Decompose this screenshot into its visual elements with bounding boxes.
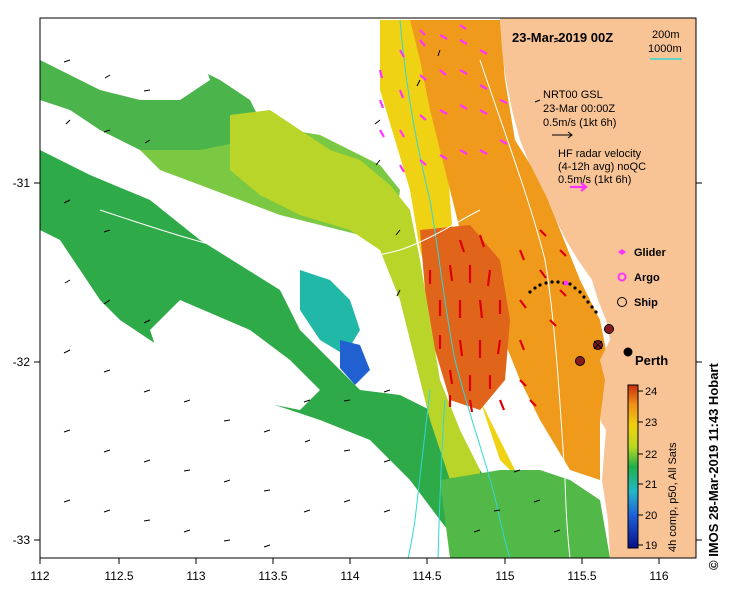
colorbar-label: 4h comp, p50, All Sats (667, 442, 679, 552)
x-tick-label: 112 (30, 569, 49, 583)
bathymetry-contours (99, 19, 571, 559)
gsl-scale-arrow (552, 131, 573, 139)
map-title: 23-Mar-2019 00Z (512, 30, 613, 45)
y-tick-label: -31 (13, 176, 31, 190)
perth-marker (623, 347, 633, 357)
hf-line3: 0.5m/s (1kt 6h) (558, 174, 631, 186)
argo-legend-icon (617, 272, 627, 282)
drifting-current-arrows (428, 229, 567, 413)
hf-radar-arrows (378, 24, 508, 173)
colorbar-tick-label: 20 (645, 510, 657, 522)
sst-band-cyan (300, 270, 360, 355)
white-contour (99, 209, 481, 263)
isobath-1000m-b (437, 399, 446, 559)
sst-band-yellowgreen (230, 110, 480, 500)
sst-warm-core (420, 225, 510, 410)
colorbar-tick-label: 19 (645, 540, 657, 552)
x-tick-label: 114 (340, 569, 359, 583)
isobath-1000m-label: 1000m (648, 43, 682, 55)
isobath-200m (399, 19, 511, 559)
argo-legend-label: Argo (634, 272, 660, 284)
perth-label: Perth (635, 353, 668, 368)
glider-legend-icon (618, 249, 626, 255)
ship-legend-icon (617, 297, 627, 307)
x-axis-ticks (39, 558, 660, 564)
x-tick-label: 116 (649, 569, 668, 583)
glider-marker (563, 280, 569, 286)
imos-credit: © IMOS 28-Mar-2019 11:43 Hobart (706, 363, 721, 570)
y-tick-label: -32 (13, 355, 31, 369)
gsl-line1: NRT00 GSL (543, 89, 603, 101)
sst-band-orange (410, 20, 608, 480)
gsl-line2: 23-Mar 00:00Z (543, 103, 615, 115)
ship-markers (575, 324, 633, 366)
x-tick-label: 114.5 (412, 569, 441, 583)
white-contour-2 (479, 59, 571, 559)
sst-field (40, 20, 610, 558)
colorbar (627, 384, 639, 549)
y-tick-label: -33 (13, 533, 31, 547)
colorbar-tick-label: 23 (645, 417, 657, 429)
x-tick-label: 115.5 (567, 569, 596, 583)
hf-line2: (4-12h avg) noQC (558, 161, 646, 173)
colorbar-tick-label: 21 (645, 479, 657, 491)
x-tick-label: 113.5 (258, 569, 287, 583)
model-current-arrows (63, 39, 561, 548)
y-axis-ticks (34, 182, 702, 541)
colorbar-ticks (638, 390, 643, 546)
gsl-line3: 0.5m/s (1kt 6h) (543, 117, 616, 129)
land-australia (500, 18, 696, 558)
isobath-1000m (407, 389, 431, 559)
colorbar-tick-label: 22 (645, 449, 657, 461)
hf-scale-arrow (570, 182, 588, 192)
plot-frame (39, 17, 697, 559)
colorbar-tick-label: 24 (645, 386, 657, 398)
ship-legend-label: Ship (634, 297, 658, 309)
x-tick-label: 113 (186, 569, 205, 583)
glider-track (528, 280, 598, 314)
x-tick-label: 115 (495, 569, 514, 583)
glider-legend-label: Glider (634, 247, 667, 259)
sst-band-blue (340, 340, 370, 385)
hf-line1: HF radar velocity (558, 148, 642, 160)
x-tick-label: 112.5 (104, 569, 133, 583)
white-cloud-gaps (40, 20, 370, 480)
isobath-200m-label: 200m (652, 29, 680, 41)
